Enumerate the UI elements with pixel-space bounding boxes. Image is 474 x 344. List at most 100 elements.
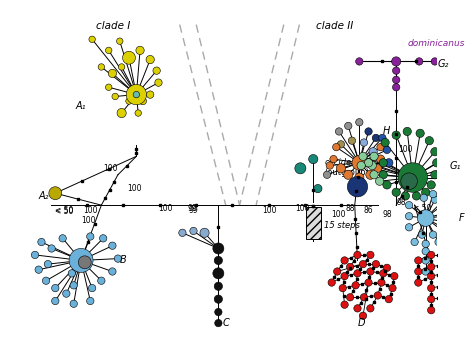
Circle shape xyxy=(42,277,50,284)
Text: D: D xyxy=(357,318,365,328)
Circle shape xyxy=(415,279,422,286)
Circle shape xyxy=(392,131,401,139)
Circle shape xyxy=(89,284,96,292)
Circle shape xyxy=(392,67,400,74)
Circle shape xyxy=(383,146,391,153)
Circle shape xyxy=(354,270,361,277)
Text: < 50: < 50 xyxy=(55,206,73,215)
Circle shape xyxy=(123,51,136,64)
Circle shape xyxy=(344,170,353,179)
Circle shape xyxy=(411,238,418,246)
Circle shape xyxy=(337,141,345,148)
Circle shape xyxy=(355,173,364,182)
Circle shape xyxy=(365,279,372,286)
Circle shape xyxy=(215,320,222,327)
Circle shape xyxy=(126,98,132,104)
Circle shape xyxy=(78,256,91,269)
Text: 100: 100 xyxy=(81,216,96,225)
Circle shape xyxy=(63,290,70,297)
Text: F: F xyxy=(459,213,465,223)
Circle shape xyxy=(431,196,438,203)
Circle shape xyxy=(108,69,117,77)
Circle shape xyxy=(448,208,455,215)
Circle shape xyxy=(52,284,59,292)
Circle shape xyxy=(112,93,118,100)
Circle shape xyxy=(356,58,363,65)
Circle shape xyxy=(336,128,343,135)
Circle shape xyxy=(453,286,461,294)
Circle shape xyxy=(117,38,123,44)
Circle shape xyxy=(374,292,382,299)
Circle shape xyxy=(59,235,66,242)
Circle shape xyxy=(357,161,365,170)
Circle shape xyxy=(418,231,426,238)
Circle shape xyxy=(341,272,348,280)
Circle shape xyxy=(333,143,340,151)
Circle shape xyxy=(392,84,400,91)
Text: 99: 99 xyxy=(189,206,199,215)
Circle shape xyxy=(345,122,352,130)
Text: 99: 99 xyxy=(188,204,198,213)
Circle shape xyxy=(87,233,94,240)
Circle shape xyxy=(425,137,434,145)
Text: A₁: A₁ xyxy=(75,101,86,111)
Circle shape xyxy=(377,143,384,151)
Circle shape xyxy=(438,201,447,209)
Circle shape xyxy=(68,270,75,277)
Circle shape xyxy=(346,263,354,271)
Circle shape xyxy=(352,282,359,289)
Circle shape xyxy=(415,268,422,275)
Circle shape xyxy=(421,188,430,196)
Circle shape xyxy=(179,229,186,236)
Text: G₂: G₂ xyxy=(438,59,449,69)
Circle shape xyxy=(389,284,396,292)
Circle shape xyxy=(383,181,391,189)
Circle shape xyxy=(448,220,455,227)
Circle shape xyxy=(314,184,322,193)
Circle shape xyxy=(433,159,441,167)
Circle shape xyxy=(106,47,112,54)
Circle shape xyxy=(346,294,354,301)
Text: clade II: clade II xyxy=(316,21,353,31)
Text: 15 steps: 15 steps xyxy=(324,221,360,230)
Circle shape xyxy=(126,85,146,105)
Circle shape xyxy=(416,58,423,65)
Circle shape xyxy=(428,272,435,280)
Circle shape xyxy=(453,275,461,282)
Text: B: B xyxy=(120,256,127,266)
Circle shape xyxy=(352,155,367,170)
Circle shape xyxy=(368,161,376,170)
Circle shape xyxy=(422,248,429,255)
Text: 100: 100 xyxy=(83,206,98,215)
Circle shape xyxy=(444,231,451,238)
Circle shape xyxy=(380,270,387,277)
Circle shape xyxy=(133,92,139,98)
Circle shape xyxy=(385,295,392,303)
Circle shape xyxy=(213,268,224,279)
Circle shape xyxy=(453,257,461,264)
Circle shape xyxy=(367,268,374,275)
Circle shape xyxy=(190,227,197,235)
Circle shape xyxy=(392,76,400,84)
Circle shape xyxy=(379,134,386,142)
Circle shape xyxy=(155,79,162,86)
Circle shape xyxy=(431,148,439,156)
Circle shape xyxy=(295,163,306,174)
Circle shape xyxy=(428,295,435,303)
Circle shape xyxy=(428,284,435,292)
Circle shape xyxy=(100,235,107,242)
Circle shape xyxy=(334,268,341,275)
Circle shape xyxy=(359,152,367,161)
Circle shape xyxy=(429,231,437,238)
Circle shape xyxy=(109,268,116,275)
Circle shape xyxy=(69,248,93,272)
Circle shape xyxy=(359,260,367,268)
Circle shape xyxy=(31,251,39,259)
Circle shape xyxy=(378,279,385,286)
Circle shape xyxy=(385,159,393,167)
Circle shape xyxy=(428,307,435,314)
Text: 100: 100 xyxy=(398,146,412,154)
Circle shape xyxy=(416,129,424,138)
Circle shape xyxy=(438,224,446,231)
Circle shape xyxy=(418,210,434,226)
